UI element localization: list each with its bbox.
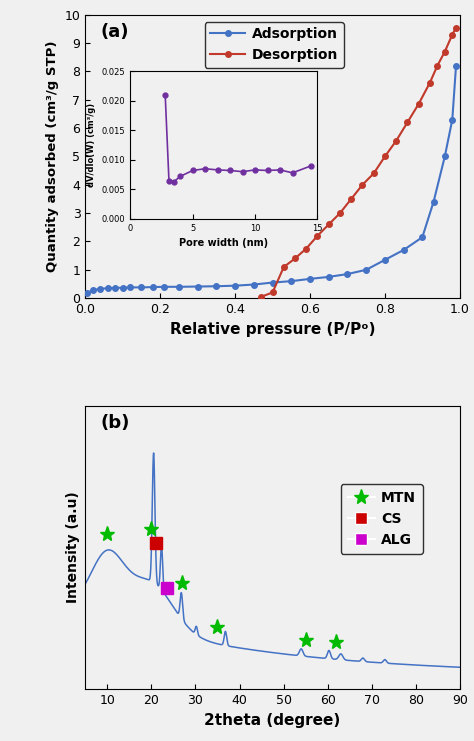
Adsorption (128, 283, 133, 292)
Desorption (326, 220, 331, 229)
Text: (a): (a) (100, 23, 129, 41)
Adsorption (345, 270, 350, 279)
Desorption (292, 254, 298, 263)
Adsorption (161, 282, 167, 291)
Adsorption (307, 274, 313, 283)
Adsorption (98, 285, 103, 293)
Adsorption (150, 282, 155, 291)
Adsorption (442, 152, 447, 161)
Adsorption (112, 284, 118, 293)
Desorption (281, 262, 287, 271)
Adsorption (195, 282, 201, 291)
Desorption (270, 288, 275, 297)
Adsorption (363, 265, 369, 274)
Text: (b): (b) (100, 414, 130, 432)
Desorption (258, 292, 264, 301)
Adsorption (176, 282, 182, 291)
Desorption (371, 169, 376, 178)
Desorption (382, 152, 388, 161)
Desorption (315, 231, 320, 240)
Adsorption (401, 245, 406, 254)
Adsorption (326, 273, 331, 282)
Legend: MTN, CS, ALG: MTN, CS, ALG (341, 485, 423, 554)
Desorption (303, 244, 309, 253)
Adsorption (288, 276, 294, 285)
Adsorption (270, 278, 275, 287)
Adsorption (382, 256, 388, 265)
Desorption (348, 195, 354, 204)
Desorption (393, 136, 399, 145)
X-axis label: 2theta (degree): 2theta (degree) (204, 713, 341, 728)
Legend: Adsorption, Desorption: Adsorption, Desorption (205, 21, 344, 68)
X-axis label: Relative pressure (P/Pᵒ): Relative pressure (P/Pᵒ) (170, 322, 375, 336)
Adsorption (449, 115, 455, 124)
Desorption (449, 30, 455, 39)
Adsorption (431, 197, 437, 206)
Desorption (416, 99, 421, 108)
Y-axis label: Intensity (a.u): Intensity (a.u) (66, 491, 80, 603)
Desorption (453, 23, 459, 32)
Desorption (427, 79, 433, 87)
Desorption (404, 118, 410, 127)
Adsorption (84, 288, 90, 297)
Adsorption (90, 286, 96, 295)
Desorption (435, 62, 440, 70)
Desorption (442, 47, 447, 56)
Adsorption (453, 62, 459, 70)
Adsorption (138, 283, 144, 292)
Adsorption (419, 233, 425, 242)
Adsorption (120, 283, 126, 292)
Line: Desorption: Desorption (258, 24, 459, 299)
Adsorption (232, 282, 238, 290)
Y-axis label: Quantity adsorbed (cm³/g STP): Quantity adsorbed (cm³/g STP) (46, 41, 59, 272)
Desorption (360, 180, 365, 189)
Adsorption (105, 284, 110, 293)
Adsorption (213, 282, 219, 290)
Adsorption (251, 280, 257, 289)
Line: Adsorption: Adsorption (84, 63, 459, 296)
Desorption (337, 209, 343, 218)
